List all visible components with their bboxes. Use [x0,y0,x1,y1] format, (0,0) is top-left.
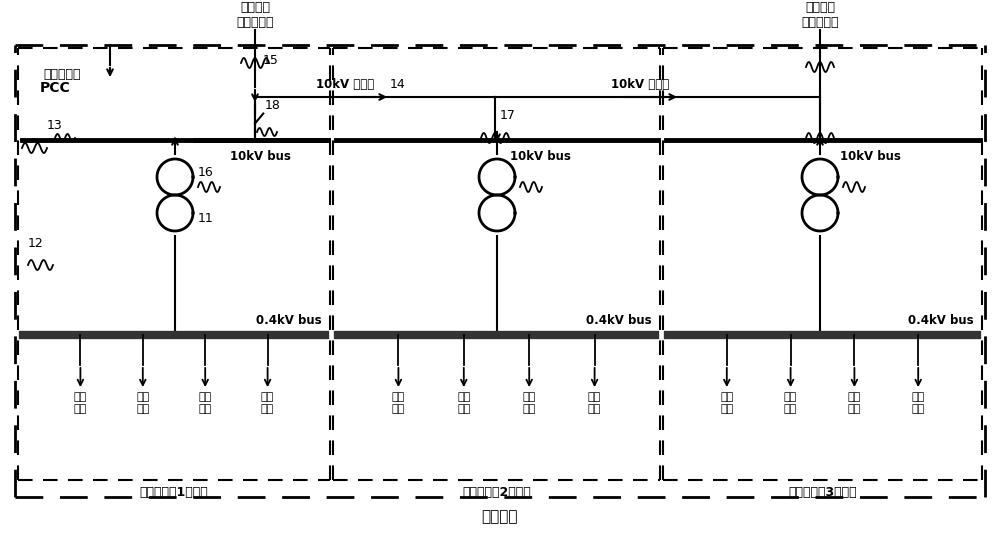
Text: 用电
线路: 用电 线路 [784,392,797,414]
Text: 14: 14 [390,79,406,91]
Text: 储能
设备: 储能 设备 [848,392,861,414]
Text: 10kV 联络线: 10kV 联络线 [611,79,669,91]
Text: 一级微网：2号微网: 一级微网：2号微网 [462,485,531,499]
Text: 光伏
发电: 光伏 发电 [912,392,925,414]
Text: 12: 12 [28,237,44,250]
Text: 10kV bus: 10kV bus [840,150,901,163]
Text: 电网进线
（备用线）: 电网进线 （备用线） [801,1,839,29]
Text: 18: 18 [265,99,281,112]
Text: 16: 16 [198,165,214,179]
Text: 电网进线
（主供线）: 电网进线 （主供线） [236,1,274,29]
Text: 10kV bus: 10kV bus [230,150,291,163]
Text: 用电
线路: 用电 线路 [136,392,149,414]
Text: 储能
设备: 储能 设备 [199,392,212,414]
Text: 0.4kV bus: 0.4kV bus [908,314,974,327]
Text: 热电
联供: 热电 联供 [457,392,470,414]
Text: 储能
设备: 储能 设备 [523,392,536,414]
Text: 0.4kV bus: 0.4kV bus [586,314,652,327]
Text: 光伏
发电: 光伏 发电 [261,392,274,414]
Text: 13: 13 [47,119,63,132]
Text: 0.4kV bus: 0.4kV bus [256,314,322,327]
Text: 10kV bus: 10kV bus [510,150,571,163]
Text: 二级微网: 二级微网 [482,509,518,524]
Text: 光伏
发电: 光伏 发电 [588,392,601,414]
Text: PCC: PCC [40,81,70,95]
Text: 15: 15 [263,54,279,66]
Text: 10kV 联络线: 10kV 联络线 [316,79,374,91]
Text: 用电
线路: 用电 线路 [392,392,405,414]
Text: 一级微网：3号微网: 一级微网：3号微网 [788,485,857,499]
Text: 一级微网：1号微网: 一级微网：1号微网 [140,485,208,499]
Text: 公共连接点: 公共连接点 [43,68,81,81]
Text: 用电
线路: 用电 线路 [720,392,733,414]
Text: 17: 17 [500,109,516,122]
Text: 用电
线路: 用电 线路 [74,392,87,414]
Text: 11: 11 [198,211,214,225]
